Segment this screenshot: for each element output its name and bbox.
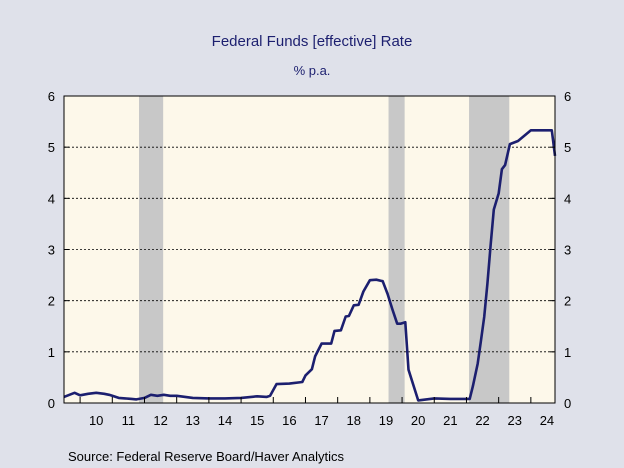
y-tick-label-left: 2 — [48, 294, 55, 309]
x-tick-label: 24 — [540, 413, 554, 428]
series-line-1 — [63, 129, 557, 402]
x-tick-label: 17 — [314, 413, 328, 428]
x-tick-label: 11 — [122, 413, 136, 428]
x-tick-label: 10 — [89, 413, 103, 428]
y-tick-label-right: 5 — [564, 140, 571, 155]
x-tick-label: 16 — [282, 413, 296, 428]
x-tick-label: 12 — [153, 413, 167, 428]
y-tick-label-left: 6 — [48, 89, 55, 104]
series-line-layer — [63, 129, 557, 402]
y-tick-label-left: 3 — [48, 243, 55, 258]
x-tick-label: 18 — [347, 413, 361, 428]
y-tick-label-left: 4 — [48, 191, 55, 206]
y-tick-label-right: 1 — [564, 345, 571, 360]
x-tick-label: 22 — [475, 413, 489, 428]
chart-source: Source: Federal Reserve Board/Haver Anal… — [68, 449, 345, 464]
x-tick-label: 19 — [379, 413, 393, 428]
x-tick-label: 21 — [443, 413, 457, 428]
y-tick-label-right: 4 — [564, 191, 571, 206]
y-tick-label-right: 2 — [564, 294, 571, 309]
y-tick-label-left: 5 — [48, 140, 55, 155]
axes: 0 01 12 23 34 45 56 610 11 12 13 14 15 16 17 18 19 20 21 22… — [48, 89, 571, 428]
x-tick-label: 20 — [411, 413, 425, 428]
y-tick-label-left: 0 — [48, 396, 55, 411]
chart-subtitle: % p.a. — [294, 63, 331, 78]
x-tick-label: 14 — [218, 413, 232, 428]
gridlines — [64, 146, 555, 353]
y-tick-label-left: 1 — [48, 345, 55, 360]
x-tick-label: 15 — [250, 413, 264, 428]
x-tick-label: 13 — [186, 413, 200, 428]
x-tick-label: 23 — [508, 413, 522, 428]
shaded-period-1 — [139, 96, 164, 403]
y-tick-label-right: 0 — [564, 396, 571, 411]
y-tick-label-right: 6 — [564, 89, 571, 104]
y-tick-label-right: 3 — [564, 243, 571, 258]
chart-title: Federal Funds [effective] Rate — [212, 33, 413, 50]
